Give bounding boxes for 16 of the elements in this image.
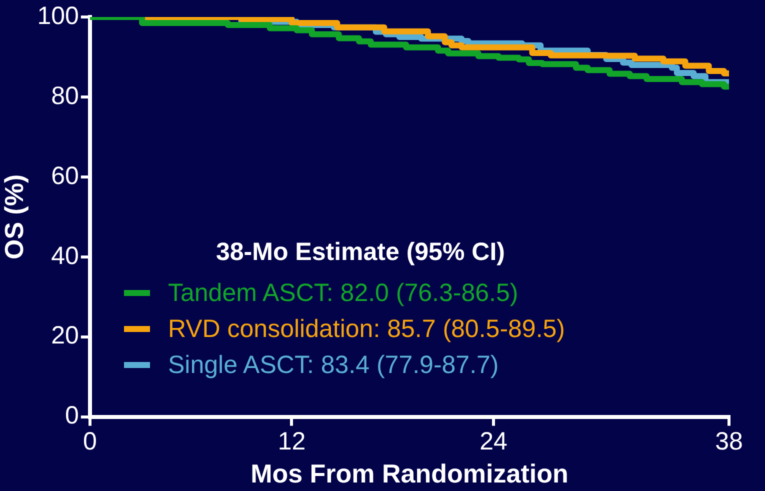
x-tick-label: 12 <box>278 428 306 456</box>
y-tick-label: 20 <box>51 322 79 350</box>
x-axis-title: Mos From Randomization <box>250 458 568 489</box>
y-tick-label: 100 <box>37 2 79 30</box>
legend-label: Single ASCT: 83.4 (77.9-87.7) <box>168 350 499 380</box>
x-tick-label: 24 <box>480 428 508 456</box>
legend-label: Tandem ASCT: 82.0 (76.3-86.5) <box>168 278 518 308</box>
x-tick-label: 38 <box>715 428 743 456</box>
y-tick-label: 40 <box>51 242 79 270</box>
y-tick-label: 80 <box>51 82 79 110</box>
x-tick-label: 0 <box>82 428 97 456</box>
y-tick-label: 60 <box>51 162 79 190</box>
y-tick-label: 0 <box>65 402 79 430</box>
legend-title: 38-Mo Estimate (95% CI) <box>216 238 506 267</box>
y-axis-title: OS (%) <box>0 174 29 260</box>
legend-label: RVD consolidation: 85.7 (80.5-89.5) <box>168 314 565 344</box>
